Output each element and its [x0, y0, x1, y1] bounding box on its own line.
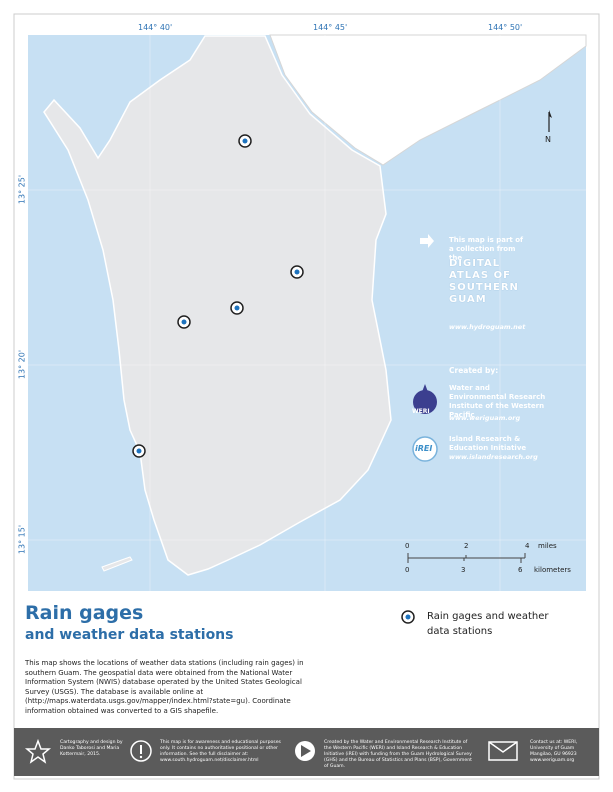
lon-label: 144° 40': [138, 23, 173, 32]
footer-text: Created by the Water and Environmental R…: [324, 740, 472, 769]
title: Rain gages: [25, 602, 144, 624]
lon-label: 144° 50': [488, 23, 523, 32]
stations: [132, 134, 304, 458]
org-name: Water and Environmental Research Institu…: [449, 384, 546, 419]
org-name: Island Research & Education Initiative: [449, 435, 527, 452]
play-icon: [295, 741, 315, 761]
logo-text: iREI: [415, 444, 433, 453]
station: [290, 265, 304, 279]
southern-guam: [43, 35, 392, 576]
atlas-line: GUAM: [449, 294, 487, 305]
lon-label: 144° 45': [313, 23, 348, 32]
north-label: N: [545, 135, 551, 144]
lat-label: 13° 20': [17, 349, 27, 380]
description: This map shows the locations of weather …: [25, 659, 304, 715]
scale-label: 6: [518, 566, 523, 574]
collection-intro: This map is part of a collection from th…: [449, 236, 524, 262]
mail-icon: [488, 741, 518, 761]
scale-label: 3: [461, 566, 466, 574]
warning-icon: [130, 740, 152, 762]
irei-logo: [412, 436, 438, 462]
scale-label: 0: [405, 566, 410, 574]
org-url: www.islandresearch.org: [449, 453, 538, 461]
collection-url: www.hydroguam.net: [449, 323, 526, 331]
footer-text: Cartography and design by Danko Taborosi…: [60, 740, 123, 757]
station: [230, 301, 244, 315]
footer-text: Contact us at: WERI, University of Guam …: [530, 740, 578, 763]
lat-label: 13° 25': [17, 174, 27, 205]
scale-unit: kilometers: [534, 566, 571, 574]
legend-symbol: [401, 610, 415, 624]
scale-bar: [407, 553, 526, 563]
org-url: www.weriguam.org: [449, 414, 521, 422]
station: [132, 444, 146, 458]
scale-unit: miles: [538, 542, 557, 550]
cocos-island: [101, 556, 133, 572]
northern-guam: [269, 34, 587, 166]
logo-text: WERI: [412, 408, 430, 415]
legend-label: Rain gages and weather data stations: [427, 611, 549, 637]
credits-heading: Created by:: [449, 366, 499, 375]
station: [238, 134, 252, 148]
north-arrow: [548, 110, 552, 132]
arrow-icon: [420, 234, 434, 248]
subtitle: and weather data stations: [25, 627, 234, 643]
graticule: [28, 35, 586, 591]
scale-label: 0: [405, 542, 410, 550]
scale-label: 4: [525, 542, 530, 550]
lat-label: 13° 15': [17, 524, 27, 555]
atlas-line: SOUTHERN: [449, 282, 519, 293]
atlas-line: DIGITAL: [449, 258, 501, 269]
star-icon: [24, 738, 52, 764]
station: [177, 315, 191, 329]
weri-logo: [413, 384, 437, 414]
scale-label: 2: [464, 542, 469, 550]
atlas-line: ATLAS OF: [449, 270, 511, 281]
footer-text: This map is for awareness and educationa…: [160, 740, 281, 763]
